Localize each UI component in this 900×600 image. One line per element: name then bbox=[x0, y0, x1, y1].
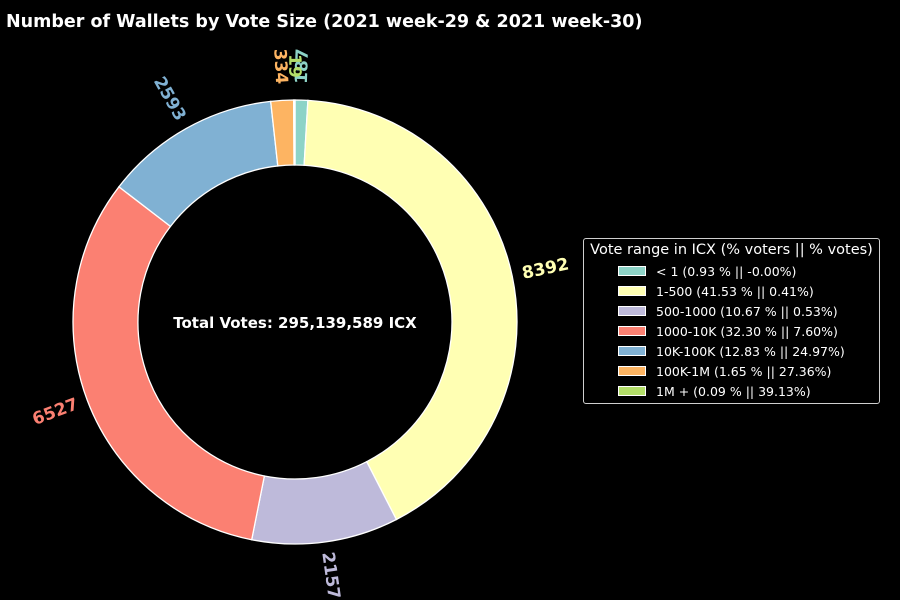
legend-swatch bbox=[618, 306, 646, 316]
slice-1000-10k bbox=[72, 185, 266, 541]
legend: Vote range in ICX (% voters || % votes) … bbox=[583, 238, 880, 404]
legend-label: 1-500 (41.53 % || 0.41%) bbox=[656, 283, 814, 299]
value-label: 6527 bbox=[30, 394, 81, 429]
legend-item: 1M + (0.09 % || 39.13%) bbox=[584, 381, 879, 401]
legend-swatch bbox=[618, 286, 646, 296]
legend-label: 100K-1M (1.65 % || 27.36%) bbox=[656, 363, 832, 379]
value-label: 334 bbox=[269, 48, 291, 85]
legend-item: 10K-100K (12.83 % || 24.97%) bbox=[584, 341, 879, 361]
center-total-label: Total Votes: 295,139,589 ICX bbox=[173, 314, 417, 332]
legend-list: < 1 (0.93 % || -0.00%) 1-500 (41.53 % || … bbox=[584, 261, 879, 401]
legend-swatch bbox=[618, 366, 646, 376]
legend-label: 1M + (0.09 % || 39.13%) bbox=[656, 383, 811, 399]
legend-label: 1000-10K (32.30 % || 7.60%) bbox=[656, 323, 838, 339]
legend-label: 500-1000 (10.67 % || 0.53%) bbox=[656, 303, 838, 319]
value-label: 2593 bbox=[149, 73, 190, 124]
legend-item: 1-500 (41.53 % || 0.41%) bbox=[584, 281, 879, 301]
legend-swatch bbox=[618, 326, 646, 336]
legend-label: 10K-100K (12.83 % || 24.97%) bbox=[656, 343, 845, 359]
legend-swatch bbox=[618, 386, 646, 396]
value-label: 187 bbox=[292, 48, 313, 84]
legend-swatch bbox=[618, 346, 646, 356]
legend-item: 100K-1M (1.65 % || 27.36%) bbox=[584, 361, 879, 381]
value-label: 2157 bbox=[317, 551, 343, 600]
slice-1-500 bbox=[303, 99, 518, 521]
legend-item: < 1 (0.93 % || -0.00%) bbox=[584, 261, 879, 281]
legend-swatch bbox=[618, 266, 646, 276]
value-label: 19 bbox=[284, 54, 304, 78]
legend-label: < 1 (0.93 % || -0.00%) bbox=[656, 263, 797, 279]
donut-slices bbox=[72, 99, 518, 545]
chart-title: Number of Wallets by Vote Size (2021 wee… bbox=[6, 12, 643, 32]
legend-item: 1000-10K (32.30 % || 7.60%) bbox=[584, 321, 879, 341]
legend-item: 500-1000 (10.67 % || 0.53%) bbox=[584, 301, 879, 321]
value-label: 8392 bbox=[520, 254, 570, 283]
legend-title: Vote range in ICX (% voters || % votes) bbox=[590, 242, 873, 258]
slice-1m bbox=[293, 99, 296, 166]
